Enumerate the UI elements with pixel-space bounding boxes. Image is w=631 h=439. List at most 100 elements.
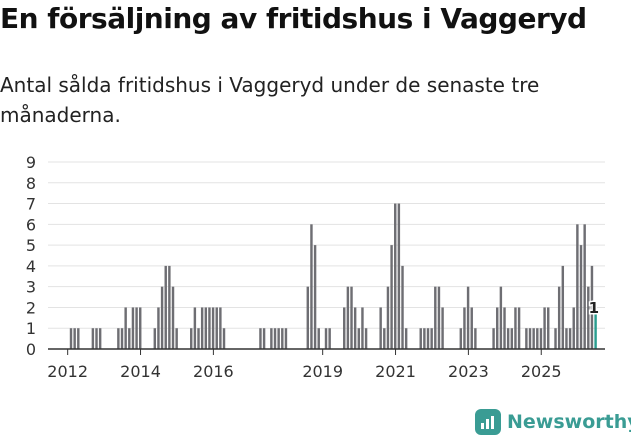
y-tick-label: 6 bbox=[26, 215, 36, 234]
bar bbox=[128, 328, 131, 349]
bar bbox=[120, 328, 124, 349]
bar bbox=[284, 328, 288, 349]
bar bbox=[204, 307, 208, 349]
bar bbox=[499, 286, 503, 349]
bar bbox=[160, 286, 164, 349]
y-tick-label: 2 bbox=[26, 298, 36, 317]
y-tick-label: 5 bbox=[26, 236, 36, 255]
y-tick-label: 9 bbox=[26, 153, 36, 172]
highlight-value-label: 1 bbox=[589, 299, 599, 317]
bar bbox=[496, 307, 499, 349]
bar bbox=[543, 307, 546, 349]
bar bbox=[353, 307, 357, 349]
y-tick-label: 7 bbox=[26, 195, 36, 214]
bar bbox=[390, 245, 393, 349]
bar bbox=[350, 286, 353, 349]
bar bbox=[317, 328, 320, 349]
y-tick-label: 3 bbox=[26, 278, 36, 297]
bar bbox=[587, 286, 590, 349]
bar bbox=[95, 328, 98, 349]
bar bbox=[434, 286, 437, 349]
bar bbox=[492, 328, 495, 349]
bar bbox=[190, 328, 193, 349]
bar bbox=[135, 307, 138, 349]
bar bbox=[157, 307, 160, 349]
bar bbox=[193, 307, 197, 349]
bar bbox=[590, 265, 594, 349]
bar bbox=[419, 328, 422, 349]
bar bbox=[383, 328, 386, 349]
bar bbox=[594, 307, 597, 349]
bar bbox=[364, 328, 368, 349]
bar bbox=[466, 286, 470, 349]
y-tick-label: 0 bbox=[26, 340, 36, 359]
bar bbox=[539, 328, 543, 349]
bar bbox=[572, 307, 575, 349]
bar bbox=[139, 307, 142, 349]
bar bbox=[506, 328, 510, 349]
bar bbox=[200, 307, 204, 349]
x-tick-label: 2021 bbox=[375, 362, 416, 381]
bar bbox=[528, 328, 532, 349]
bar bbox=[532, 328, 535, 349]
bar bbox=[510, 328, 514, 349]
bar bbox=[386, 286, 390, 349]
x-tick-label: 2012 bbox=[47, 362, 88, 381]
bar bbox=[117, 328, 120, 349]
bar bbox=[259, 328, 262, 349]
bar bbox=[98, 328, 102, 349]
y-tick-label: 4 bbox=[26, 257, 36, 276]
bar bbox=[310, 224, 313, 349]
bar bbox=[441, 307, 444, 349]
y-tick-label: 8 bbox=[26, 174, 36, 193]
bar bbox=[69, 328, 73, 349]
chart-subtitle: Antal sålda fritidshus i Vaggeryd under … bbox=[0, 73, 540, 127]
bar bbox=[397, 203, 401, 349]
bar bbox=[131, 307, 135, 349]
chart-title: En försäljning av fritidshus i Vaggeryd bbox=[0, 2, 587, 35]
bar bbox=[197, 328, 200, 349]
bar bbox=[324, 328, 328, 349]
bar bbox=[463, 307, 466, 349]
bar bbox=[565, 328, 568, 349]
bar bbox=[73, 328, 76, 349]
x-tick-label: 2025 bbox=[521, 362, 562, 381]
bar bbox=[262, 328, 266, 349]
bar bbox=[171, 286, 175, 349]
x-tick-label: 2019 bbox=[302, 362, 343, 381]
bar bbox=[222, 328, 226, 349]
x-tick-label: 2016 bbox=[193, 362, 234, 381]
bar bbox=[503, 307, 506, 349]
newsworthy-logo-text: Newsworthy bbox=[507, 411, 631, 433]
bar bbox=[313, 245, 317, 349]
newsworthy-logo-icon bbox=[475, 409, 501, 435]
bar bbox=[211, 307, 215, 349]
x-tick-label: 2023 bbox=[448, 362, 489, 381]
bar bbox=[536, 328, 539, 349]
bar bbox=[547, 307, 550, 349]
bar bbox=[270, 328, 273, 349]
bar bbox=[561, 265, 565, 349]
bar bbox=[517, 307, 521, 349]
bar bbox=[219, 307, 222, 349]
bar bbox=[91, 328, 95, 349]
bar bbox=[437, 286, 441, 349]
bar bbox=[215, 307, 218, 349]
bar bbox=[470, 307, 473, 349]
bar bbox=[394, 203, 397, 349]
x-tick-label: 2014 bbox=[120, 362, 161, 381]
bar bbox=[423, 328, 426, 349]
bar bbox=[579, 245, 583, 349]
bar bbox=[459, 328, 463, 349]
bar bbox=[514, 307, 517, 349]
bar bbox=[554, 328, 557, 349]
bar bbox=[357, 328, 361, 349]
bar bbox=[277, 328, 280, 349]
bar bbox=[281, 328, 284, 349]
bar bbox=[124, 307, 127, 349]
bar bbox=[343, 307, 346, 349]
bar bbox=[576, 224, 579, 349]
bar bbox=[346, 286, 350, 349]
bar bbox=[583, 224, 586, 349]
